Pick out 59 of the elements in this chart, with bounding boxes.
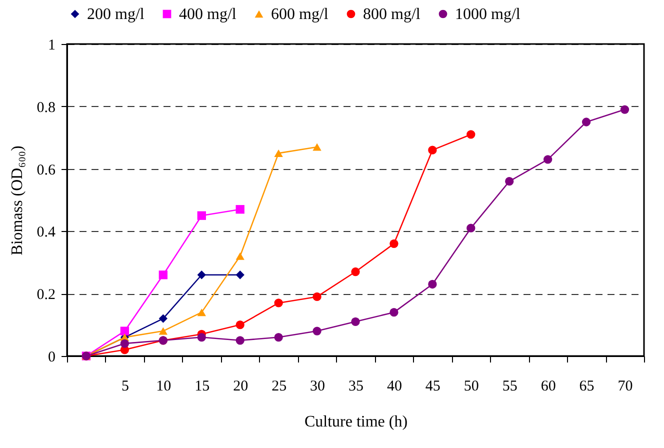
point <box>390 308 398 317</box>
legend-label: 1000 mg/l <box>455 6 521 23</box>
point <box>620 105 630 114</box>
point <box>351 267 360 276</box>
y-tick-label: 0.2 <box>36 287 56 304</box>
point <box>236 252 244 260</box>
point <box>466 224 476 232</box>
point <box>312 326 322 336</box>
point <box>236 205 244 214</box>
point <box>197 332 206 342</box>
point <box>505 176 514 186</box>
point <box>158 327 168 335</box>
legend-label: 400 mg/l <box>179 6 237 23</box>
point <box>236 336 244 345</box>
x-tick-label: 15 <box>194 378 210 394</box>
y-axis-title: Biomass (OD₆₀₀) <box>8 146 26 256</box>
x-tick-label: 65 <box>579 378 594 394</box>
point <box>466 130 476 139</box>
x-tick-label: 10 <box>156 378 172 394</box>
point <box>197 308 206 316</box>
y-tick-label: 0.8 <box>36 100 56 116</box>
y-tick-label: 0.4 <box>36 224 56 241</box>
point <box>120 339 130 348</box>
x-tick-label: 70 <box>618 378 633 394</box>
point <box>390 239 398 248</box>
point <box>120 326 130 336</box>
point <box>236 270 244 280</box>
point <box>428 280 437 289</box>
x-tick-label: 55 <box>502 378 518 394</box>
x-tick-label: 35 <box>348 378 364 394</box>
point <box>274 332 283 342</box>
point <box>236 320 244 330</box>
x-tick-label: 20 <box>233 378 248 394</box>
point <box>428 146 437 154</box>
point <box>274 149 283 157</box>
point <box>544 155 552 164</box>
y-tick-label: 0 <box>48 350 56 366</box>
x-tick-label: 25 <box>272 378 287 394</box>
x-tick-label: 45 <box>425 378 440 394</box>
point <box>197 211 206 220</box>
x-tick-label: 60 <box>540 378 556 394</box>
y-tick-label: 1 <box>48 38 56 54</box>
legend-label: 200 mg/l <box>87 6 145 23</box>
point <box>351 317 360 326</box>
point <box>312 143 322 151</box>
legend-label: 800 mg/l <box>363 6 421 23</box>
point <box>158 270 168 280</box>
x-tick-label: 50 <box>464 378 479 394</box>
point <box>274 298 283 308</box>
point <box>158 314 168 323</box>
x-tick-label: 40 <box>386 378 402 394</box>
point <box>582 118 591 126</box>
x-axis-title: Culture time (h) <box>304 414 408 430</box>
point <box>312 292 322 302</box>
y-tick-label: 0.6 <box>36 162 56 178</box>
legend-label: 600 mg/l <box>271 6 329 23</box>
point <box>197 270 206 280</box>
x-tick-label: 5 <box>121 378 129 394</box>
x-tick-label: 30 <box>310 378 326 394</box>
